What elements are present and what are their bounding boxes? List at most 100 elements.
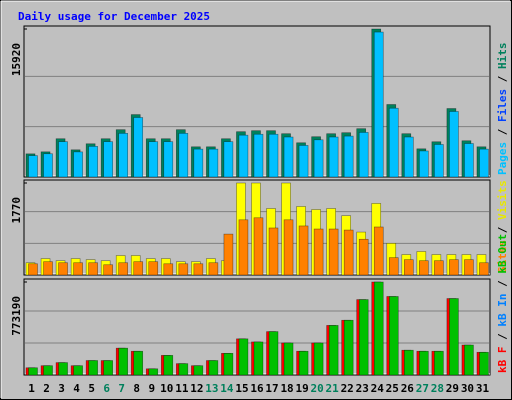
bar <box>449 298 459 376</box>
x-tick-label: 9 <box>148 382 155 395</box>
bar <box>238 134 249 178</box>
bar <box>388 296 399 376</box>
legend-item: Visits <box>496 180 509 220</box>
bar <box>178 263 189 276</box>
bar <box>298 145 309 178</box>
legend-item: kB Out <box>496 234 509 274</box>
bar <box>88 360 98 376</box>
bar <box>223 352 234 376</box>
x-tick-label: 10 <box>160 382 173 395</box>
x-tick-label: 24 <box>371 382 385 395</box>
bar <box>434 350 444 376</box>
y-tick-label: 1770 <box>10 197 23 224</box>
bar <box>223 233 234 276</box>
bar <box>178 133 189 178</box>
bar <box>343 135 354 178</box>
legend-item: Hits <box>496 43 509 70</box>
bar <box>163 263 174 276</box>
bar <box>343 229 354 276</box>
legend-item: Files <box>496 89 509 122</box>
bar <box>464 143 474 178</box>
x-tick-label: 12 <box>190 382 203 395</box>
bar <box>328 228 339 276</box>
bar <box>103 141 113 178</box>
bar <box>193 263 204 276</box>
legend-separator: / <box>496 69 509 89</box>
bar <box>118 133 128 178</box>
bar <box>298 225 309 276</box>
bar <box>313 139 324 178</box>
x-tick-label: 1 <box>28 382 35 395</box>
legend: Sites / Visits <box>496 180 509 273</box>
x-tick-label: 23 <box>356 382 369 395</box>
bar <box>419 350 429 376</box>
bar <box>43 153 53 178</box>
bar <box>148 141 159 178</box>
x-tick-label: 29 <box>446 382 459 395</box>
bar <box>404 259 414 276</box>
bar <box>208 262 219 276</box>
legend-separator: / <box>496 274 509 294</box>
x-tick-label: 18 <box>280 382 293 395</box>
bar <box>373 226 384 276</box>
x-tick-label: 25 <box>386 382 399 395</box>
x-tick-label: 14 <box>220 382 234 395</box>
bar <box>313 342 324 376</box>
bar <box>28 263 38 276</box>
bar <box>449 259 459 276</box>
bar <box>208 148 219 178</box>
legend: kB F / kB In / kB Out <box>496 234 509 373</box>
bar <box>343 319 354 376</box>
bar <box>58 262 68 276</box>
bar <box>73 151 83 178</box>
bar <box>283 219 294 276</box>
bar <box>268 331 279 376</box>
bar <box>253 133 264 178</box>
bar <box>328 136 339 178</box>
bar <box>133 117 144 178</box>
bar <box>223 141 234 178</box>
bar <box>148 368 159 376</box>
x-tick-label: 22 <box>341 382 354 395</box>
bar <box>43 261 53 276</box>
bar <box>404 349 414 376</box>
legend-separator: / <box>496 220 509 240</box>
legend-item: kB In <box>496 294 509 327</box>
bar <box>58 141 68 178</box>
legend-separator: / <box>496 327 509 347</box>
bar <box>238 219 249 276</box>
bar <box>434 260 444 276</box>
bar <box>88 262 98 276</box>
bar <box>419 150 429 178</box>
bar <box>148 261 159 276</box>
bar <box>118 262 128 276</box>
bar <box>479 148 489 178</box>
x-tick-label: 6 <box>103 382 110 395</box>
bar <box>464 259 474 276</box>
bar <box>163 355 174 376</box>
bar <box>449 111 459 178</box>
bar <box>464 344 474 376</box>
bar <box>298 350 309 376</box>
bar <box>479 262 489 276</box>
x-tick-label: 8 <box>133 382 140 395</box>
bar <box>133 350 144 376</box>
bar <box>434 144 444 178</box>
x-tick-label: 4 <box>73 382 80 395</box>
x-tick-label: 16 <box>250 382 264 395</box>
bar <box>133 261 144 276</box>
bar <box>253 341 264 376</box>
bar <box>268 227 279 276</box>
x-tick-label: 19 <box>295 382 308 395</box>
bar <box>73 365 83 376</box>
legend-separator: / <box>496 122 509 142</box>
x-tick-label: 20 <box>311 382 324 395</box>
bar <box>419 260 429 276</box>
bar <box>103 264 113 276</box>
bar <box>328 325 339 376</box>
legend-item: Pages <box>496 142 509 175</box>
bar <box>28 367 38 376</box>
bar <box>253 217 264 276</box>
bar <box>178 363 189 376</box>
bar <box>373 31 384 178</box>
